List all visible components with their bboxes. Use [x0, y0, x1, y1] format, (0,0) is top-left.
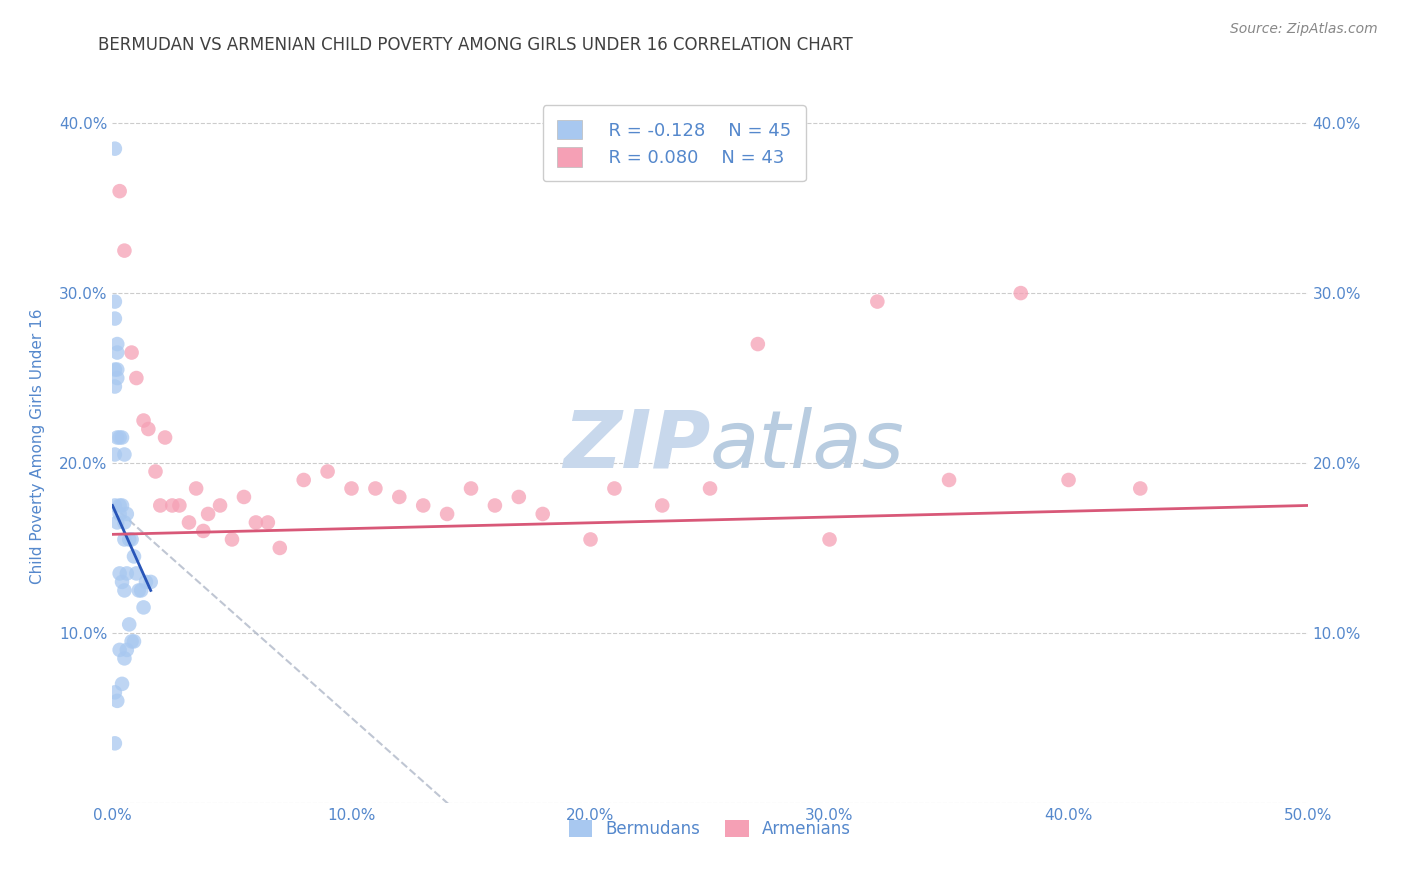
Point — [114, 244, 135, 258]
Point — [269, 541, 291, 555]
Point — [132, 600, 155, 615]
Point — [245, 516, 267, 530]
Point — [114, 448, 135, 462]
Point — [388, 490, 411, 504]
Point — [111, 499, 134, 513]
Legend: Bermudans, Armenians: Bermudans, Armenians — [562, 813, 858, 845]
Point — [699, 482, 721, 496]
Point — [104, 736, 127, 750]
Text: ZIP: ZIP — [562, 407, 710, 485]
Point — [316, 465, 339, 479]
Point — [122, 634, 145, 648]
Point — [579, 533, 602, 547]
Text: Source: ZipAtlas.com: Source: ZipAtlas.com — [1230, 22, 1378, 37]
Point — [104, 142, 127, 156]
Point — [233, 490, 256, 504]
Point — [132, 413, 155, 427]
Point — [111, 430, 134, 444]
Point — [118, 533, 141, 547]
Point — [364, 482, 387, 496]
Point — [121, 533, 143, 547]
Point — [104, 685, 127, 699]
Point — [412, 499, 434, 513]
Point — [104, 379, 127, 393]
Point — [1129, 482, 1152, 496]
Point — [104, 311, 127, 326]
Point — [121, 345, 143, 359]
Point — [460, 482, 482, 496]
Point — [1057, 473, 1080, 487]
Y-axis label: Child Poverty Among Girls Under 16: Child Poverty Among Girls Under 16 — [31, 309, 45, 583]
Point — [104, 499, 127, 513]
Point — [177, 516, 200, 530]
Point — [108, 499, 131, 513]
Point — [108, 430, 131, 444]
Point — [104, 448, 127, 462]
Point — [221, 533, 243, 547]
Point — [818, 533, 841, 547]
Point — [114, 516, 135, 530]
Point — [111, 574, 134, 589]
Point — [484, 499, 506, 513]
Point — [122, 549, 145, 564]
Point — [340, 482, 363, 496]
Point — [129, 583, 152, 598]
Point — [115, 507, 138, 521]
Point — [866, 294, 889, 309]
Point — [186, 482, 208, 496]
Point — [125, 566, 148, 581]
Point — [105, 337, 128, 351]
Point — [118, 617, 141, 632]
Point — [145, 465, 167, 479]
Point — [105, 371, 128, 385]
Point — [111, 677, 134, 691]
Point — [105, 345, 128, 359]
Point — [108, 566, 131, 581]
Point — [193, 524, 215, 538]
Point — [121, 634, 143, 648]
Point — [108, 184, 131, 198]
Text: BERMUDAN VS ARMENIAN CHILD POVERTY AMONG GIRLS UNDER 16 CORRELATION CHART: BERMUDAN VS ARMENIAN CHILD POVERTY AMONG… — [98, 36, 853, 54]
Point — [135, 574, 157, 589]
Point — [197, 507, 219, 521]
Point — [436, 507, 458, 521]
Point — [114, 651, 135, 665]
Point — [162, 499, 183, 513]
Point — [104, 294, 127, 309]
Point — [128, 583, 150, 598]
Point — [938, 473, 960, 487]
Point — [114, 583, 135, 598]
Point — [108, 507, 131, 521]
Point — [108, 643, 131, 657]
Point — [153, 430, 176, 444]
Point — [105, 694, 128, 708]
Point — [125, 371, 148, 385]
Text: atlas: atlas — [710, 407, 905, 485]
Point — [603, 482, 626, 496]
Point — [209, 499, 232, 513]
Point — [149, 499, 172, 513]
Point — [747, 337, 769, 351]
Point — [115, 643, 138, 657]
Point — [1010, 286, 1032, 301]
Point — [139, 574, 162, 589]
Point — [531, 507, 554, 521]
Point — [169, 499, 191, 513]
Point — [138, 422, 160, 436]
Point — [105, 430, 128, 444]
Point — [105, 362, 128, 376]
Point — [104, 362, 127, 376]
Point — [508, 490, 530, 504]
Point — [114, 533, 135, 547]
Point — [115, 566, 138, 581]
Point — [292, 473, 315, 487]
Point — [105, 516, 128, 530]
Point — [257, 516, 280, 530]
Point — [651, 499, 673, 513]
